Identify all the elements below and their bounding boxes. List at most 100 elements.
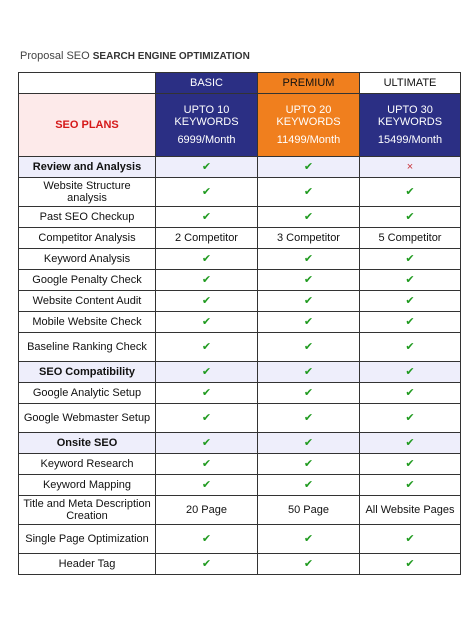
check-icon: ✔: [405, 558, 415, 570]
cell-ultimate: ✔: [359, 432, 461, 454]
check-icon: ✔: [201, 341, 212, 353]
cell-ultimate: ✔: [359, 311, 461, 333]
plan-ultimate-details: UPTO 30 KEYWORDS 15499/Month: [359, 93, 461, 157]
check-icon: ✔: [405, 479, 415, 491]
cell-basic: ✔: [155, 156, 258, 178]
section-row: Onsite SEO ✔ ✔ ✔: [18, 432, 461, 454]
cell-basic: ✔: [155, 269, 258, 291]
feature-row: Keyword Analysis ✔ ✔ ✔: [18, 248, 461, 270]
feature-row: Title and Meta Description Creation 20 Pa…: [18, 495, 461, 525]
check-icon: ✔: [303, 387, 314, 399]
cell-premium: ✔: [257, 432, 360, 454]
cell-value: 3 Competitor: [277, 232, 340, 244]
plan-name-basic: BASIC: [155, 72, 258, 94]
cell-basic: ✔: [155, 403, 258, 433]
cell-ultimate: ✔: [359, 248, 461, 270]
feature-label: Past SEO Checkup: [18, 206, 156, 228]
feature-row: Google Analytic Setup ✔ ✔ ✔: [18, 382, 461, 404]
cell-value: 2 Competitor: [175, 232, 238, 244]
feature-row: Website Content Audit ✔ ✔ ✔: [18, 290, 461, 312]
cell-basic: ✔: [155, 553, 258, 575]
check-icon: ✔: [405, 387, 415, 399]
feature-row: Google Webmaster Setup ✔ ✔ ✔: [18, 403, 461, 433]
cell-basic: 2 Competitor: [155, 227, 258, 249]
cell-value: All Website Pages: [365, 504, 455, 516]
cell-value: 5 Competitor: [378, 232, 442, 244]
cell-premium: ✔: [257, 361, 360, 383]
check-icon: ✔: [405, 211, 415, 223]
check-icon: ✔: [405, 186, 415, 198]
check-icon: ✔: [405, 295, 415, 307]
cell-basic: ✔: [155, 474, 258, 496]
feature-label: Keyword Analysis: [18, 248, 156, 270]
plan-basic-details: UPTO 10 KEYWORDS 6999/Month: [155, 93, 258, 157]
cell-value: 50 Page: [288, 504, 329, 516]
feature-label: Baseline Ranking Check: [18, 332, 156, 362]
cell-basic: ✔: [155, 248, 258, 270]
plan-basic-keywords: UPTO 10 KEYWORDS: [174, 104, 239, 128]
check-icon: ✔: [405, 274, 415, 286]
cell-premium: ✔: [257, 474, 360, 496]
section-label: Review and Analysis: [18, 156, 156, 178]
feature-row: Google Penalty Check ✔ ✔ ✔: [18, 269, 461, 291]
feature-label: Google Penalty Check: [18, 269, 156, 291]
check-icon: ✔: [303, 479, 314, 491]
check-icon: ✔: [303, 366, 314, 378]
cell-value: 20 Page: [186, 504, 227, 516]
check-icon: ✔: [201, 211, 212, 223]
check-icon: ✔: [303, 316, 314, 328]
cell-basic: ✔: [155, 206, 258, 228]
header-empty-cell: [18, 72, 156, 94]
check-icon: ✔: [303, 533, 314, 545]
check-icon: ✔: [405, 533, 415, 545]
cell-ultimate: ✔: [359, 206, 461, 228]
check-icon: ✔: [405, 458, 415, 470]
plan-name-ultimate: ULTIMATE: [359, 72, 461, 94]
check-icon: ✔: [201, 186, 212, 198]
cross-icon: ×: [406, 161, 414, 173]
cell-premium: ✔: [257, 311, 360, 333]
feature-label: Title and Meta Description Creation: [18, 495, 156, 525]
check-icon: ✔: [303, 295, 314, 307]
feature-label: Header Tag: [18, 553, 156, 575]
cell-premium: ✔: [257, 206, 360, 228]
cell-basic: ✔: [155, 332, 258, 362]
check-icon: ✔: [303, 253, 314, 265]
cell-ultimate: ✔: [359, 474, 461, 496]
cell-premium: ✔: [257, 290, 360, 312]
check-icon: ✔: [201, 387, 212, 399]
cell-ultimate: ✔: [359, 332, 461, 362]
cell-ultimate: ✔: [359, 290, 461, 312]
cell-ultimate: ✔: [359, 382, 461, 404]
cell-ultimate: All Website Pages: [359, 495, 461, 525]
check-icon: ✔: [405, 366, 415, 378]
plan-name-premium: PREMIUM: [257, 72, 360, 94]
feature-row: Header Tag ✔ ✔ ✔: [18, 553, 461, 575]
cell-premium: ✔: [257, 248, 360, 270]
check-icon: ✔: [201, 412, 212, 424]
check-icon: ✔: [405, 412, 415, 424]
feature-row: Keyword Research ✔ ✔ ✔: [18, 453, 461, 475]
check-icon: ✔: [201, 316, 212, 328]
cell-ultimate: ✔: [359, 524, 461, 554]
cell-ultimate: ✔: [359, 361, 461, 383]
cell-premium: ✔: [257, 453, 360, 475]
cell-premium: ✔: [257, 269, 360, 291]
cell-basic: ✔: [155, 290, 258, 312]
check-icon: ✔: [303, 211, 314, 223]
cell-basic: ✔: [155, 432, 258, 454]
cell-ultimate: ✔: [359, 177, 461, 207]
check-icon: ✔: [303, 437, 314, 449]
cell-ultimate: 5 Competitor: [359, 227, 461, 249]
check-icon: ✔: [201, 533, 212, 545]
cell-premium: ✔: [257, 553, 360, 575]
feature-row: Past SEO Checkup ✔ ✔ ✔: [18, 206, 461, 228]
feature-row: Single Page Optimization ✔ ✔ ✔: [18, 524, 461, 554]
pricing-table: BASIC PREMIUM ULTIMATE SEO PLANS UPTO 10…: [18, 72, 461, 575]
feature-row: Baseline Ranking Check ✔ ✔ ✔: [18, 332, 461, 362]
seo-plans-label: SEO PLANS: [18, 93, 156, 157]
feature-label: Keyword Mapping: [18, 474, 156, 496]
check-icon: ✔: [405, 316, 415, 328]
feature-label: Mobile Website Check: [18, 311, 156, 333]
cell-basic: 20 Page: [155, 495, 258, 525]
